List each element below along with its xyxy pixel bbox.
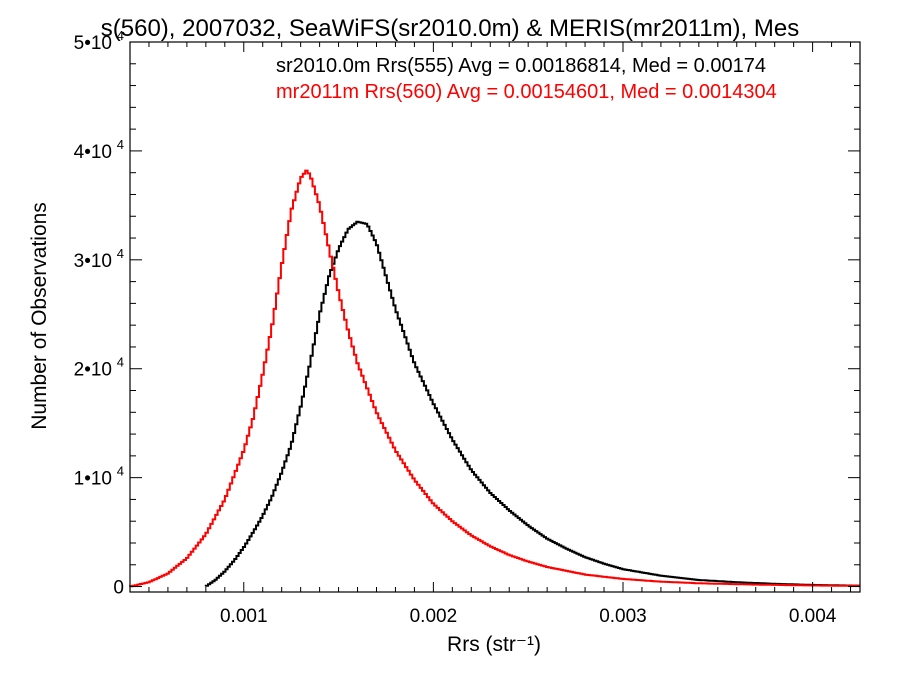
series-line-1	[204, 220, 860, 587]
y-tick-exponent: 4	[117, 246, 124, 261]
legend: sr2010.0m Rrs(555) Avg = 0.00186814, Med…	[276, 55, 777, 103]
y-tick-label: 4•10	[74, 142, 112, 163]
y-tick-exponent: 4	[117, 137, 124, 152]
y-axis-label: Number of Observations	[28, 202, 51, 430]
series-line-2	[129, 169, 860, 588]
y-tick-exponent: 4	[117, 355, 124, 370]
y-tick-exponent: 4	[117, 464, 124, 479]
y-tick-label: 3•10	[74, 251, 112, 272]
y-axis-label-group: Number of Observations	[28, 202, 51, 430]
x-axis-label: Rrs (str⁻¹)	[447, 633, 541, 656]
y-tick-exponent: 4	[117, 28, 124, 43]
y-tick-label: 2•10	[74, 360, 112, 381]
x-tick-label: 0.002	[410, 606, 458, 627]
plot-frame	[129, 41, 861, 593]
y-tick-label: 0	[113, 578, 124, 599]
legend-entry-2: mr2011m Rrs(560) Avg = 0.00154601, Med =…	[276, 81, 777, 103]
y-tick-label: 1•10	[74, 469, 112, 490]
plot-area: 0.001 0.002 0.003 0.004 0 1•10 4 2•10 4 3•10 4 4•10…	[74, 28, 861, 627]
x-tick-label: 0.004	[789, 606, 837, 627]
x-tick-label: 0.003	[599, 606, 647, 627]
x-tick-label: 0.001	[220, 606, 268, 627]
chart-title: s(560), 2007032, SeaWiFS(sr2010.0m) & ME…	[101, 15, 799, 42]
y-tick-label: 5•10	[74, 33, 112, 54]
legend-entry-1: sr2010.0m Rrs(555) Avg = 0.00186814, Med…	[276, 55, 766, 77]
